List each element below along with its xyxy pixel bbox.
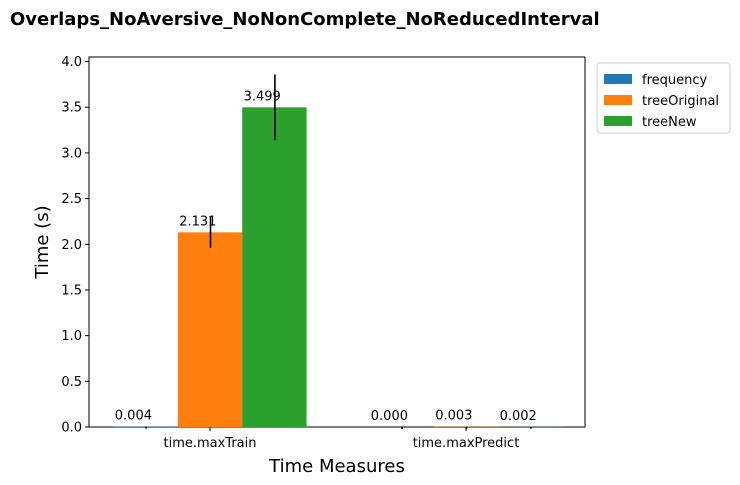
y-tick-label: 3.5 xyxy=(61,101,82,116)
data-label: 0.000 xyxy=(371,409,408,424)
y-axis-label: Time (s) xyxy=(32,205,53,279)
legend-swatch-treeNew xyxy=(604,116,632,126)
legend-label-treeNew: treeNew xyxy=(642,115,697,130)
data-label: 2.131 xyxy=(179,214,216,229)
y-tick-label: 0.5 xyxy=(61,375,82,390)
data-label: 0.002 xyxy=(500,409,537,424)
y-tick-label: 4.0 xyxy=(61,55,82,70)
x-tick-label: time.maxTrain xyxy=(163,436,256,451)
x-tick-label: time.maxPredict xyxy=(413,436,520,451)
y-tick-label: 2.0 xyxy=(61,238,82,253)
y-tick-label: 3.0 xyxy=(61,146,82,161)
y-tick-label: 1.0 xyxy=(61,329,82,344)
data-label: 0.003 xyxy=(435,409,472,424)
y-tick-label: 0.0 xyxy=(61,421,82,436)
data-label: 3.499 xyxy=(244,89,281,104)
plot-frame xyxy=(88,56,586,428)
y-tick-label: 1.5 xyxy=(61,283,82,298)
bar-treeNew xyxy=(242,107,307,428)
legend: frequency treeOriginal treeNew xyxy=(596,62,731,134)
data-label: 0.004 xyxy=(115,409,152,424)
bar-treeOriginal xyxy=(177,232,243,427)
y-tick-label: 2.5 xyxy=(61,192,82,207)
chart-title: Overlaps_NoAversive_NoNonComplete_NoRedu… xyxy=(10,9,600,30)
legend-swatch-treeOriginal xyxy=(604,95,632,105)
legend-label-frequency: frequency xyxy=(642,73,708,88)
plot-area: 0.0 0.5 1.0 1.5 2.0 2.5 3.0 3.5 4.0 time.maxTrain… xyxy=(61,55,586,451)
legend-swatch-frequency xyxy=(604,74,632,84)
legend-label-treeOriginal: treeOriginal xyxy=(642,94,719,109)
x-axis-label: Time Measures xyxy=(268,456,405,477)
